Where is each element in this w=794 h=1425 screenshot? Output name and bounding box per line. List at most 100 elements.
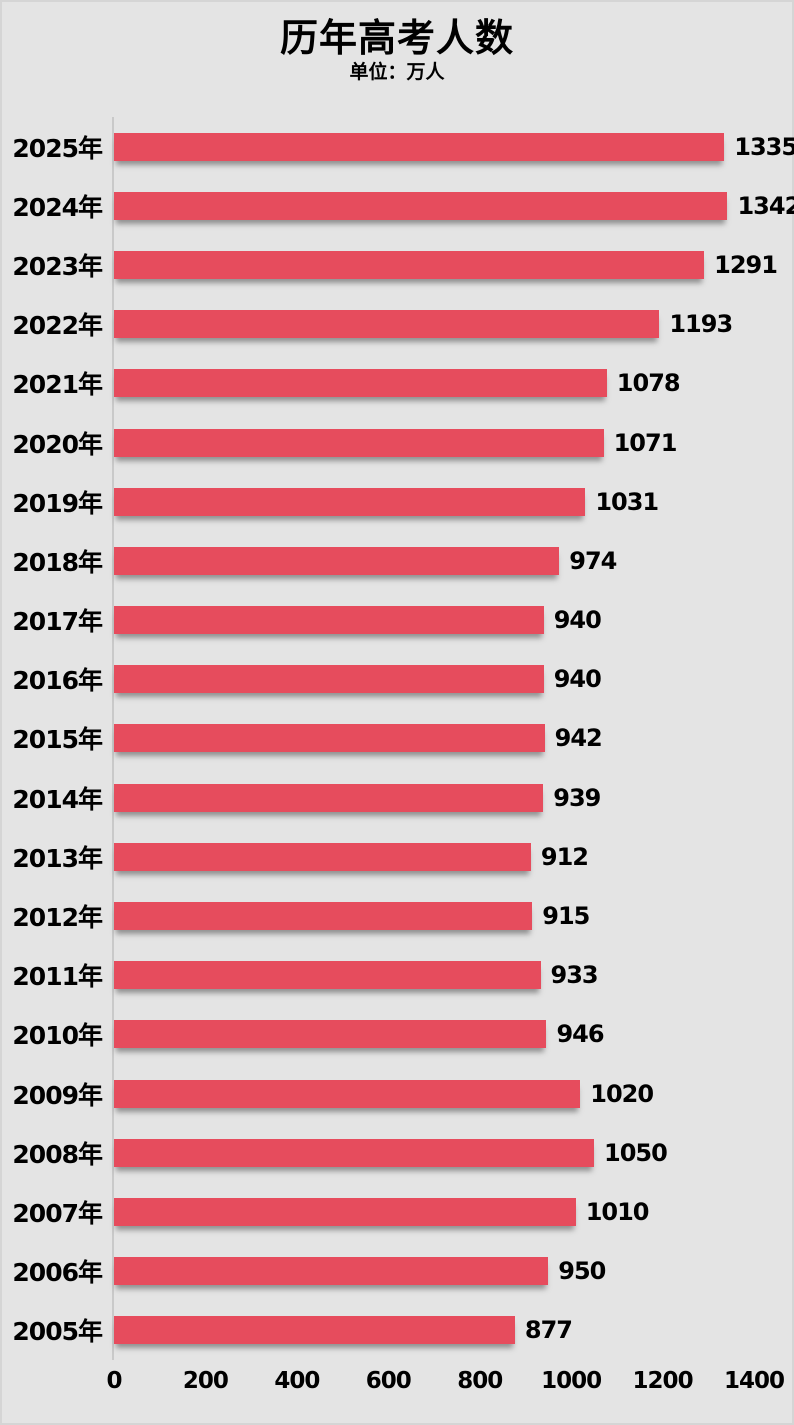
bar-row: 2021年 1078 xyxy=(2,354,794,413)
bar-row: 2012年 915 xyxy=(2,886,794,945)
bar xyxy=(114,1079,581,1108)
bar-track: 1193 xyxy=(114,310,754,339)
category-label: 2021年 xyxy=(12,370,103,400)
category-label: 2011年 xyxy=(12,962,103,992)
bar-row: 2005年 877 xyxy=(2,1301,794,1360)
bar-row: 2009年 1020 xyxy=(2,1064,794,1123)
bar-row: 2014年 939 xyxy=(2,768,794,827)
chart-title: 历年高考人数 xyxy=(279,16,514,60)
bar-track: 877 xyxy=(114,1316,754,1345)
bar-track: 974 xyxy=(114,546,754,575)
value-label: 940 xyxy=(553,606,602,635)
bar-chart-plot-area: 2025年 1335 2024年 1342 2023年 1291 2022年 1… xyxy=(2,117,794,1360)
category-label: 2020年 xyxy=(12,429,103,459)
bar-row: 2011年 933 xyxy=(2,946,794,1005)
value-label: 912 xyxy=(540,842,589,871)
x-tick-label: 1200 xyxy=(632,1368,694,1394)
x-tick-label: 200 xyxy=(182,1368,229,1394)
bar xyxy=(114,1197,576,1226)
category-label: 2014年 xyxy=(12,784,103,814)
bar-track: 939 xyxy=(114,783,754,812)
value-label: 950 xyxy=(558,1257,606,1286)
value-label: 942 xyxy=(554,724,603,753)
category-label: 2018年 xyxy=(12,547,103,577)
bar-track: 940 xyxy=(114,606,754,635)
bar xyxy=(114,1020,547,1049)
value-label: 1335 xyxy=(734,132,794,161)
bar xyxy=(114,783,544,812)
value-label: 1291 xyxy=(714,250,778,279)
bar-track: 1335 xyxy=(114,132,794,161)
bar-track: 1010 xyxy=(114,1197,754,1226)
bar-track: 1071 xyxy=(114,428,754,457)
category-label: 2019年 xyxy=(12,488,103,518)
x-tick-label: 0 xyxy=(106,1368,122,1394)
bar-row: 2022年 1193 xyxy=(2,295,794,354)
category-label: 2006年 xyxy=(12,1258,103,1288)
bar xyxy=(114,546,560,575)
category-label: 2022年 xyxy=(12,311,103,341)
bar-track: 946 xyxy=(114,1020,754,1049)
category-label: 2012年 xyxy=(12,903,103,933)
category-label: 2017年 xyxy=(12,607,103,637)
bar xyxy=(114,902,533,931)
category-label: 2005年 xyxy=(12,1317,103,1347)
category-label: 2008年 xyxy=(12,1139,103,1169)
category-label: 2025年 xyxy=(12,133,103,163)
bar xyxy=(114,842,531,871)
bar-row: 2024年 1342 xyxy=(2,176,794,235)
bar xyxy=(114,369,607,398)
value-label: 1050 xyxy=(604,1138,668,1167)
bar-track: 1050 xyxy=(114,1138,754,1167)
bar-row: 2007年 1010 xyxy=(2,1182,794,1241)
value-label: 1193 xyxy=(669,310,733,339)
bar xyxy=(114,132,725,161)
bar xyxy=(114,961,541,990)
bar-track: 1031 xyxy=(114,487,754,516)
value-label: 1078 xyxy=(616,369,681,398)
bar-row: 2020年 1071 xyxy=(2,413,794,472)
value-label: 974 xyxy=(569,546,617,575)
bar-row: 2006年 950 xyxy=(2,1242,794,1301)
bar-row: 2019年 1031 xyxy=(2,472,794,531)
bar-track: 915 xyxy=(114,902,754,931)
value-label: 1020 xyxy=(590,1079,654,1108)
bar xyxy=(114,724,545,753)
category-label: 2013年 xyxy=(12,843,103,873)
category-label: 2015年 xyxy=(12,725,103,755)
chart-subtitle-unit: 单位：万人 xyxy=(349,61,445,83)
bar-row: 2015年 942 xyxy=(2,709,794,768)
x-tick-label: 600 xyxy=(365,1368,412,1394)
value-label: 933 xyxy=(550,961,599,990)
category-label: 2016年 xyxy=(12,666,103,696)
bar-track: 940 xyxy=(114,665,754,694)
bar-row: 2013年 912 xyxy=(2,827,794,886)
bar-row: 2017年 940 xyxy=(2,591,794,650)
category-label: 2010年 xyxy=(12,1021,103,1051)
value-label: 940 xyxy=(553,665,602,694)
category-label: 2009年 xyxy=(12,1080,103,1110)
bar xyxy=(114,191,728,220)
value-label: 1071 xyxy=(613,428,678,457)
bar-track: 933 xyxy=(114,961,754,990)
x-axis: 0 200 400 600 800 1000 1200 1400 xyxy=(106,1368,785,1408)
bar-row: 2023年 1291 xyxy=(2,235,794,294)
x-tick-label: 400 xyxy=(274,1368,320,1394)
bar xyxy=(114,1138,594,1167)
bar xyxy=(114,606,544,635)
bar-track: 912 xyxy=(114,842,754,871)
category-label: 2024年 xyxy=(12,192,103,222)
bar-track: 942 xyxy=(114,724,754,753)
bar xyxy=(114,665,544,694)
value-label: 1342 xyxy=(737,191,794,220)
chart-header: 历年高考人数 单位：万人 xyxy=(2,2,792,84)
bar-row: 2016年 940 xyxy=(2,650,794,709)
value-label: 915 xyxy=(542,902,590,931)
bar xyxy=(114,1257,549,1286)
x-tick-label: 800 xyxy=(457,1368,503,1394)
value-label: 1031 xyxy=(595,487,659,516)
bar-row: 2008年 1050 xyxy=(2,1123,794,1182)
y-axis-line xyxy=(112,117,114,1360)
bar-track: 1078 xyxy=(114,369,754,398)
bar xyxy=(114,487,586,516)
